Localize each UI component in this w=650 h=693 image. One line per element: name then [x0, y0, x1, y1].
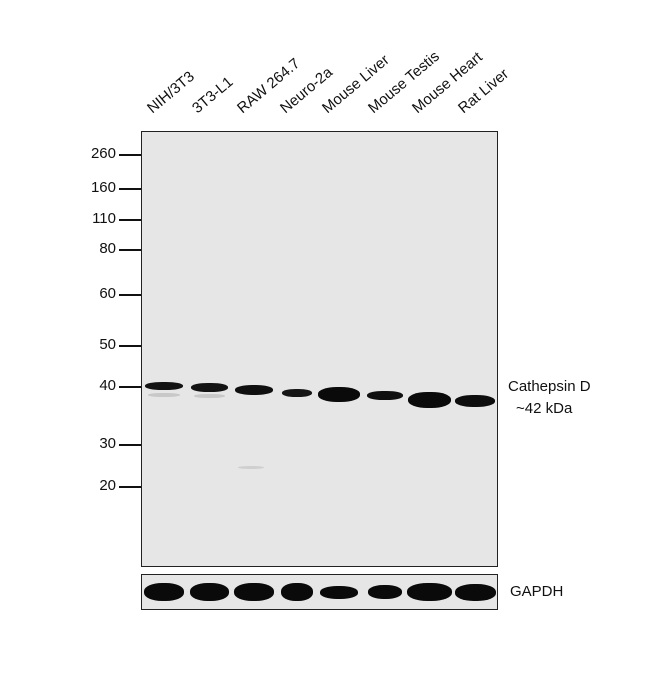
gapdh-band — [234, 583, 274, 601]
gapdh-band — [406, 583, 452, 601]
marker-tick — [119, 386, 141, 388]
marker-label: 160 — [90, 179, 116, 196]
marker-tick — [119, 219, 141, 221]
faint-band — [193, 394, 225, 398]
cathepsin-d-band — [190, 383, 228, 392]
marker-tick — [119, 486, 141, 488]
loading-control-label: GAPDH — [510, 583, 564, 600]
marker-label: 50 — [99, 336, 116, 353]
marker-label: 40 — [99, 377, 116, 394]
cathepsin-d-band — [318, 387, 360, 402]
faint-band — [238, 466, 264, 469]
target-size-label: ~42 kDa — [516, 400, 573, 417]
marker-label: 30 — [99, 435, 116, 452]
marker-label: 110 — [92, 210, 116, 227]
marker-tick — [119, 345, 141, 347]
gapdh-band — [281, 583, 313, 601]
target-protein-label: Cathepsin D — [508, 378, 591, 395]
faint-band — [148, 393, 180, 397]
marker-label: 20 — [99, 477, 116, 494]
marker-tick — [119, 294, 141, 296]
cathepsin-d-band — [235, 385, 273, 395]
cathepsin-d-band — [407, 392, 451, 408]
gapdh-band — [144, 583, 184, 601]
marker-label: 260 — [90, 145, 116, 162]
gapdh-band — [368, 585, 402, 599]
lane-label: NIH/3T3 — [144, 68, 198, 117]
cathepsin-d-band — [282, 389, 312, 397]
gapdh-band — [189, 583, 229, 601]
gapdh-band — [320, 585, 358, 599]
cathepsin-d-band — [455, 395, 495, 407]
marker-tick — [119, 154, 141, 156]
gapdh-blot-membrane — [141, 574, 498, 610]
main-blot-membrane — [141, 131, 498, 567]
marker-label: 60 — [99, 285, 116, 302]
cathepsin-d-band — [145, 382, 183, 390]
marker-tick — [119, 188, 141, 190]
marker-tick — [119, 249, 141, 251]
marker-tick — [119, 444, 141, 446]
cathepsin-d-band — [367, 391, 403, 400]
gapdh-band — [454, 583, 496, 601]
marker-label: 80 — [99, 240, 116, 257]
